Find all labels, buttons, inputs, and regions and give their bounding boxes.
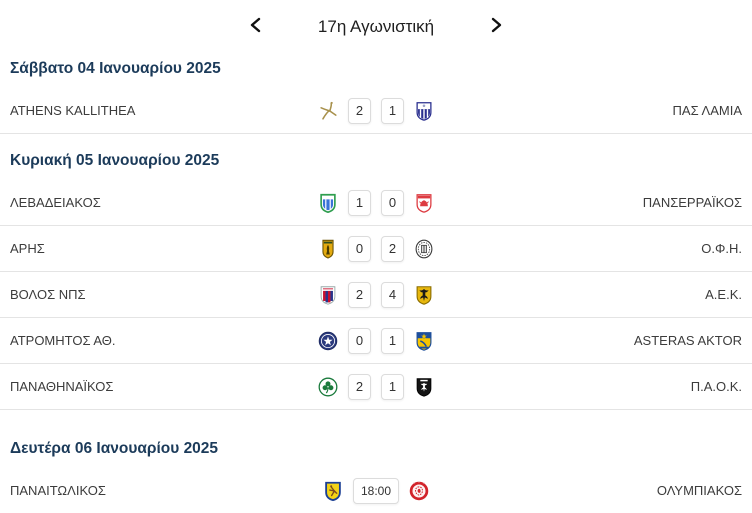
next-matchday-button[interactable] xyxy=(486,15,507,38)
home-team-name: ΒΟΛΟΣ ΝΠΣ xyxy=(10,287,86,302)
away-score-box: 1 xyxy=(381,97,404,124)
previous-matchday-button[interactable] xyxy=(245,15,266,38)
date-header: Κυριακή 05 Ιανουαρίου 2025 xyxy=(10,152,220,169)
panaitolikos-crest-icon xyxy=(322,480,344,502)
asteras-aktor-crest-icon xyxy=(413,330,435,352)
atromitos-crest-icon xyxy=(317,330,339,352)
away-team-name: Α.Ε.Κ. xyxy=(705,287,742,302)
date-section: Δευτέρα 06 Ιανουαρίου 2025 ΠΑΝΑΙΤΩΛΙΚΟΣ … xyxy=(0,410,752,513)
home-score-box: 0 xyxy=(348,327,371,354)
date-header: Δευτέρα 06 Ιανουαρίου 2025 xyxy=(10,440,219,457)
kickoff-time-box: 18:00 xyxy=(353,477,399,504)
away-team-name: ΠΑΝΣΕΡΡΑΪΚΟΣ xyxy=(642,195,742,210)
match-row[interactable]: ΠΑΝΑΙΤΩΛΙΚΟΣ 18:00 ΟΛΥΜΠΙΑΚΟΣ xyxy=(0,468,752,513)
olympiakos-crest-icon xyxy=(408,480,430,502)
home-score-box: 1 xyxy=(348,189,371,216)
home-team-name: ΑΡΗΣ xyxy=(10,241,45,256)
paok-crest-icon xyxy=(413,376,435,398)
date-section: Σάββατο 04 Ιανουαρίου 2025 ATHENS KALLIT… xyxy=(0,42,752,134)
home-team-name: ATHENS KALLITHEA xyxy=(10,103,136,118)
aris-crest-icon xyxy=(317,238,339,260)
date-section: Κυριακή 05 Ιανουαρίου 2025 ΛΕΒΑΔΕΙΑΚΟΣ 1… xyxy=(0,134,752,410)
home-team-name: ΠΑΝΑΙΤΩΛΙΚΟΣ xyxy=(10,483,106,498)
pas-lamia-crest-icon xyxy=(413,100,435,122)
home-score-box: 2 xyxy=(348,373,371,400)
match-result: 18:00 xyxy=(353,477,399,504)
away-team-name: Π.Α.Ο.Κ. xyxy=(690,379,742,394)
away-team-name: ΠΑΣ ΛΑΜΙΑ xyxy=(672,103,742,118)
panserraikos-crest-icon xyxy=(413,192,435,214)
chevron-right-icon xyxy=(490,17,503,36)
ofi-crest-icon xyxy=(413,238,435,260)
away-score-box: 1 xyxy=(381,373,404,400)
away-score-box: 2 xyxy=(381,235,404,262)
home-score-box: 0 xyxy=(348,235,371,262)
matchday-list: Σάββατο 04 Ιανουαρίου 2025 ATHENS KALLIT… xyxy=(0,42,752,513)
home-score-box: 2 xyxy=(348,281,371,308)
aek-crest-icon xyxy=(413,284,435,306)
away-team-name: Ο.Φ.Η. xyxy=(701,241,742,256)
date-header: Σάββατο 04 Ιανουαρίου 2025 xyxy=(10,60,221,77)
match-center: 18:00 xyxy=(312,477,440,504)
athens-kallithea-crest-icon xyxy=(317,100,339,122)
matchday-nav: 17η Αγωνιστική xyxy=(0,0,752,42)
away-score-box: 1 xyxy=(381,327,404,354)
panathinaikos-crest-icon xyxy=(317,376,339,398)
volos-nps-crest-icon xyxy=(317,284,339,306)
home-team-name: ΠΑΝΑΘΗΝΑΪΚΟΣ xyxy=(10,379,114,394)
levadiakos-crest-icon xyxy=(317,192,339,214)
home-team-name: ΛΕΒΑΔΕΙΑΚΟΣ xyxy=(10,195,101,210)
chevron-left-icon xyxy=(249,17,262,36)
away-score-box: 0 xyxy=(381,189,404,216)
home-score-box: 2 xyxy=(348,97,371,124)
away-team-name: ΟΛΥΜΠΙΑΚΟΣ xyxy=(656,483,742,498)
section-matches: ΠΑΝΑΙΤΩΛΙΚΟΣ 18:00 ΟΛΥΜΠΙΑΚΟΣ xyxy=(0,468,752,513)
away-team-name: ASTERAS AKTOR xyxy=(633,333,742,348)
matchday-title: 17η Αγωνιστική xyxy=(317,16,435,36)
home-team-name: ΑΤΡΟΜΗΤΟΣ ΑΘ. xyxy=(10,333,116,348)
away-score-box: 4 xyxy=(381,281,404,308)
